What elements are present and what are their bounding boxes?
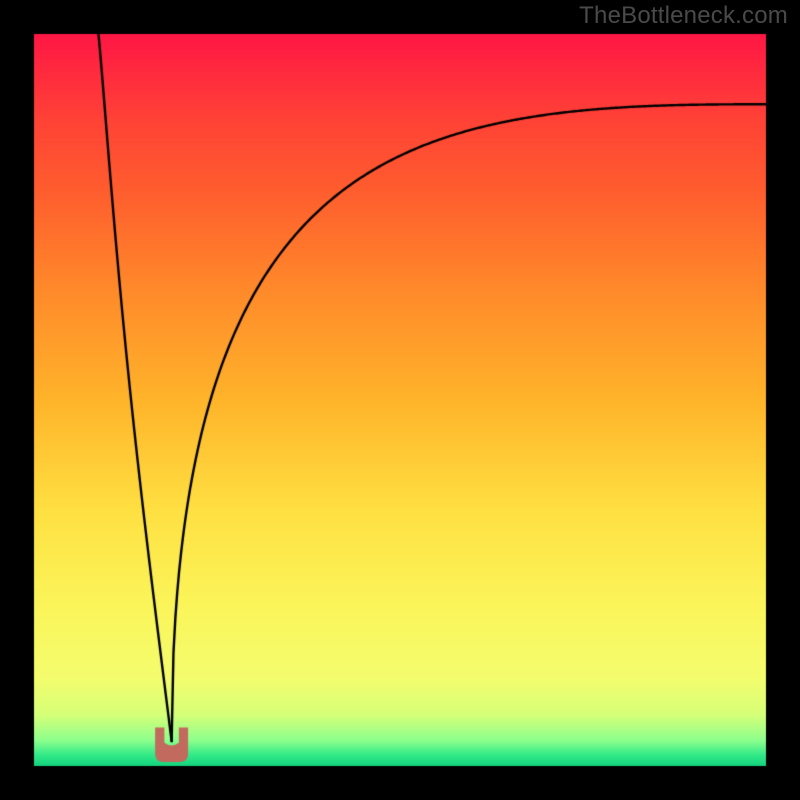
chart-canvas [0, 0, 800, 800]
watermark-text: TheBottleneck.com [579, 2, 788, 30]
chart-stage: TheBottleneck.com [0, 0, 800, 800]
